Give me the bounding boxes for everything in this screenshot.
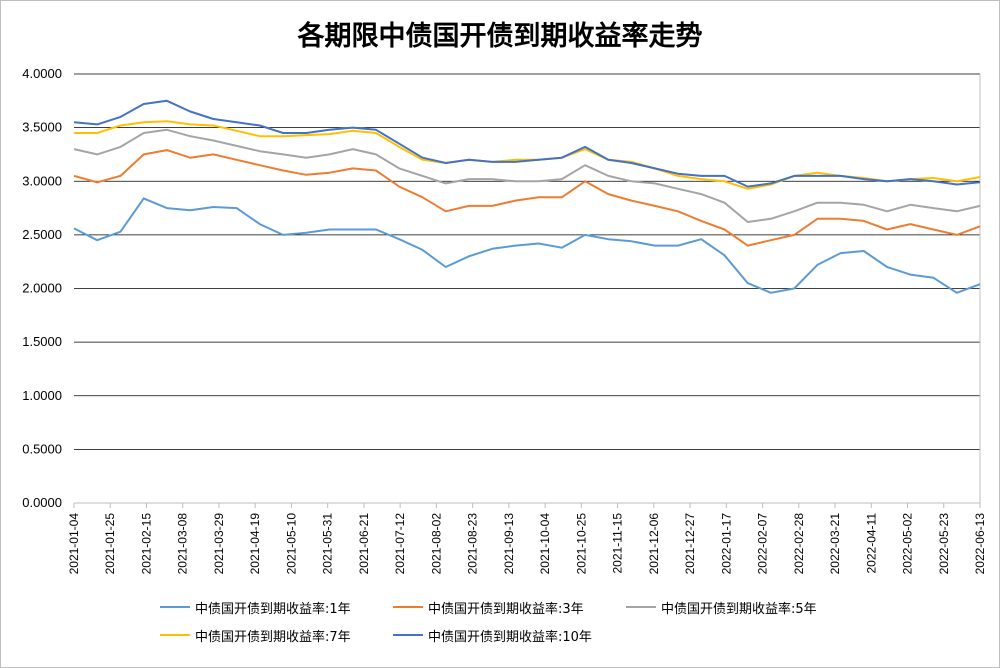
legend-swatch-5y — [626, 606, 656, 608]
legend-swatch-7y — [160, 634, 190, 636]
x-tick-label: 2021-05-10 — [284, 513, 298, 575]
y-tick-label: 2.0000 — [22, 281, 62, 296]
legend-item: 中债国开债到期收益率:10年 — [393, 625, 592, 645]
y-tick-label: 1.5000 — [22, 334, 62, 349]
series-line-4 — [73, 99, 981, 188]
x-tick-label: 2021-07-12 — [393, 513, 407, 575]
y-tick-label: 4.0000 — [22, 66, 62, 81]
legend-label: 中债国开债到期收益率:7年 — [195, 629, 351, 645]
legend-item: 中债国开债到期收益率:1年 — [160, 597, 351, 617]
x-tick-label: 2021-02-15 — [139, 513, 153, 575]
x-tick-label: 2021-08-02 — [429, 513, 443, 575]
series-line-2 — [73, 128, 981, 223]
x-tick-label: 2021-08-23 — [466, 513, 480, 575]
series-line-0 — [73, 197, 981, 294]
legend-label: 中债国开债到期收益率:10年 — [428, 629, 592, 645]
x-tick-label: 2021-05-31 — [321, 513, 335, 575]
legend-label: 中债国开债到期收益率:5年 — [661, 601, 817, 617]
legend-swatch-3y — [393, 606, 423, 608]
legend-item: 中债国开债到期收益率:7年 — [160, 625, 351, 645]
x-axis-ticks: 2021-01-04 2021-01-25 2021-02-15 2021-03-08… — [67, 503, 987, 574]
legend-label: 中债国开债到期收益率:3年 — [428, 601, 584, 617]
legend-swatch-10y — [393, 634, 423, 636]
legend-swatch-1y — [160, 606, 190, 608]
gridlines — [74, 73, 981, 504]
legend-item: 中债国开债到期收益率:3年 — [393, 597, 584, 617]
x-tick-label: 2021-11-15 — [611, 513, 625, 574]
x-tick-label: 2022-02-07 — [756, 513, 770, 575]
x-tick-label: 2021-01-04 — [67, 513, 81, 575]
x-tick-label: 2022-05-02 — [901, 513, 915, 575]
y-tick-label: 3.0000 — [22, 173, 62, 188]
x-tick-label: 2022-05-23 — [937, 513, 951, 575]
chart-title: 各期限中债国开债到期收益率走势 — [297, 21, 703, 52]
x-tick-label: 2021-12-06 — [647, 513, 661, 575]
y-tick-label: 1.0000 — [22, 388, 62, 403]
series-line-3 — [74, 120, 981, 190]
x-tick-label: 2021-10-25 — [574, 513, 588, 575]
y-axis-ticks: 0.0000 0.5000 1.0000 1.5000 2.0000 2.5000 3.00… — [22, 66, 62, 510]
y-tick-label: 2.5000 — [22, 227, 62, 242]
x-tick-label: 2022-06-13 — [973, 513, 987, 575]
x-tick-label: 2021-03-29 — [212, 513, 226, 575]
x-tick-label: 2022-03-21 — [828, 513, 842, 575]
y-tick-label: 0.5000 — [22, 441, 62, 456]
y-tick-label: 3.5000 — [22, 120, 62, 135]
x-tick-label: 2021-09-13 — [502, 513, 516, 575]
x-tick-label: 2021-06-21 — [357, 513, 371, 575]
y-tick-label: 0.0000 — [22, 495, 62, 510]
x-tick-label: 2022-01-17 — [719, 513, 733, 575]
legend-item: 中债国开债到期收益率:5年 — [626, 597, 817, 617]
x-tick-label: 2021-01-25 — [103, 513, 117, 575]
x-tick-label: 2021-04-19 — [248, 513, 262, 575]
series-lines — [73, 99, 981, 294]
x-tick-label: 2022-02-28 — [792, 513, 806, 575]
series-line-1 — [73, 149, 981, 247]
x-tick-label: 2021-03-08 — [176, 513, 190, 575]
x-tick-label: 2021-10-04 — [538, 513, 552, 575]
x-tick-label: 2021-12-27 — [683, 513, 697, 575]
x-tick-label: 2022-04-11 — [864, 513, 878, 574]
legend-label: 中债国开债到期收益率:1年 — [195, 601, 351, 617]
